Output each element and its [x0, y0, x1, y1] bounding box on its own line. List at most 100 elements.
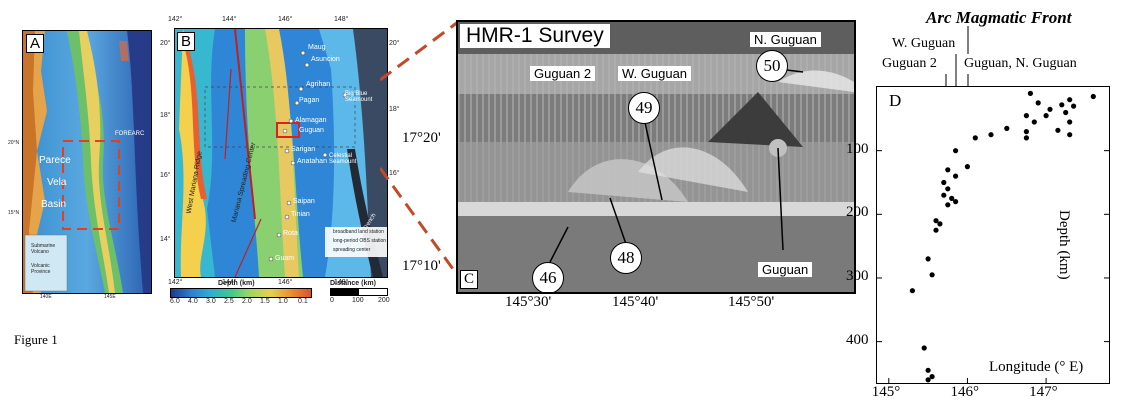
panel-d-plot: D Longitude (° E) — [876, 86, 1110, 384]
distance-tick-0: 0 — [330, 297, 334, 304]
panel-b-left-tick-14: 14° — [160, 236, 171, 243]
data-point — [1023, 129, 1029, 135]
y-tick-label: 100 — [846, 140, 869, 157]
data-point — [1035, 100, 1041, 106]
panel-c-title: HMR-1 Survey — [460, 24, 610, 48]
legend-obs: long-period OBS station — [333, 238, 387, 244]
x-tick-label: 146° — [950, 384, 979, 400]
data-point — [925, 367, 931, 373]
label-basin: Basin — [41, 199, 67, 210]
data-point — [937, 221, 943, 227]
island-guam: Guam — [275, 255, 295, 262]
panel-c-letter: C — [460, 270, 479, 289]
label-vela: Vela — [47, 177, 67, 188]
panel-d-scatter — [877, 90, 1109, 383]
data-point — [945, 202, 951, 208]
panel-a-lon-tick-145: 145E — [104, 294, 116, 300]
label-d-guguan-n: Guguan, N. Guguan — [964, 56, 1077, 71]
label-d-guguan-2: Guguan 2 — [882, 56, 937, 71]
y-tick-label: 400 — [846, 331, 869, 348]
panel-c-x-tick-14550: 145°50' — [728, 294, 775, 310]
depth-tick-2: 3.0 — [206, 298, 216, 305]
data-point — [929, 374, 935, 380]
legend-volcanic: Volcanic Province — [31, 263, 51, 275]
distance-scale-title: Distance (km) — [330, 280, 376, 287]
depth-tick-5: 1.5 — [260, 298, 270, 305]
depth-tick-1: 4.0 — [188, 298, 198, 305]
data-point — [953, 148, 959, 154]
data-point — [1031, 119, 1037, 125]
panel-b-bottom-tick-148: 148° — [334, 279, 349, 286]
panel-c-x-tick-14530: 145°30' — [505, 294, 552, 310]
zoom-connector — [380, 20, 460, 277]
panel-d-title: Arc Magmatic Front — [926, 8, 1072, 27]
data-point — [953, 199, 959, 205]
panel-b-left-tick-18: 18° — [160, 112, 171, 119]
depth-tick-6: 1.0 — [278, 298, 288, 305]
legend-submarine: Submarine Volcano — [31, 243, 56, 255]
label-guguan-2: Guguan 2 — [530, 66, 596, 81]
distance-tick-100: 100 — [352, 297, 364, 304]
island-asuncion: Asuncion — [311, 56, 340, 63]
data-point — [1004, 125, 1010, 131]
panel-b: B Maug Asuncion Agrihan Pagan Alamagan G… — [174, 28, 388, 278]
data-point — [1063, 109, 1069, 116]
label-d-w-guguan: W. Guguan — [892, 36, 956, 51]
data-point — [925, 256, 931, 262]
data-point — [964, 164, 970, 170]
data-point — [1043, 113, 1049, 119]
bubble-49: 49 — [628, 92, 660, 124]
bubble-48: 48 — [610, 242, 642, 274]
panel-b-left-tick-20: 20° — [160, 40, 171, 47]
data-point — [1090, 93, 1096, 100]
data-point — [1071, 103, 1077, 109]
panel-b-right-tick-16: 16° — [389, 170, 400, 177]
data-point — [1047, 106, 1053, 112]
x-tick-label: 145° — [871, 384, 901, 400]
legend-spreading: spreading center — [333, 247, 371, 253]
panel-a: A Parece Vela Basin FOREARC Submarine Vo… — [22, 30, 152, 294]
data-point — [933, 218, 939, 224]
data-point — [925, 377, 931, 383]
panel-d-letter: D — [889, 91, 902, 110]
panel-c-x-tick-14540: 145°40' — [612, 294, 659, 310]
data-point — [988, 132, 994, 138]
panel-a-map — [23, 31, 151, 293]
panel-b-map — [175, 29, 387, 277]
data-point — [945, 186, 951, 192]
depth-tick-4: 2.0 — [242, 298, 252, 305]
island-maug: Maug — [308, 44, 326, 51]
depth-tick-7: 0.1 — [298, 298, 308, 305]
panel-d-y-label: Depth (km) — [1056, 210, 1072, 280]
y-tick-label: 300 — [846, 267, 869, 284]
y-tick-label: 200 — [846, 204, 869, 221]
panel-b-bottom-tick-144: 144° — [222, 279, 237, 286]
distance-scale — [330, 288, 388, 296]
distance-tick-200: 200 — [378, 297, 390, 304]
data-point — [1023, 135, 1029, 141]
island-anatahan: Anatahan — [297, 158, 327, 165]
island-pagan: Pagan — [299, 97, 320, 104]
data-point — [941, 179, 947, 186]
data-point — [1067, 97, 1073, 103]
panel-c: HMR-1 Survey N. Guguan Guguan 2 W. Gugua… — [456, 20, 856, 294]
island-guguan: Guguan — [299, 127, 324, 134]
legend-broadband: broadband land station — [333, 229, 384, 235]
panel-b-letter: B — [177, 32, 196, 51]
bubble-50: 50 — [756, 50, 788, 82]
label-parece: Parece — [39, 155, 71, 166]
bubble-46: 46 — [532, 262, 564, 292]
data-point — [953, 173, 959, 179]
data-point — [1055, 127, 1061, 133]
depth-colorbar — [170, 288, 312, 298]
data-point — [972, 135, 978, 141]
data-point — [1023, 113, 1029, 119]
feature-big-blue: Big Blue Seamount — [345, 91, 373, 103]
data-point — [1027, 90, 1033, 96]
panel-a-letter: A — [26, 34, 45, 53]
panel-d-x-label: Longitude (° E) — [989, 359, 1084, 375]
panel-c-y-tick-1720: 17°20' — [402, 130, 441, 146]
data-point — [945, 167, 951, 173]
panel-b-top-tick-142: 142° — [168, 16, 183, 23]
